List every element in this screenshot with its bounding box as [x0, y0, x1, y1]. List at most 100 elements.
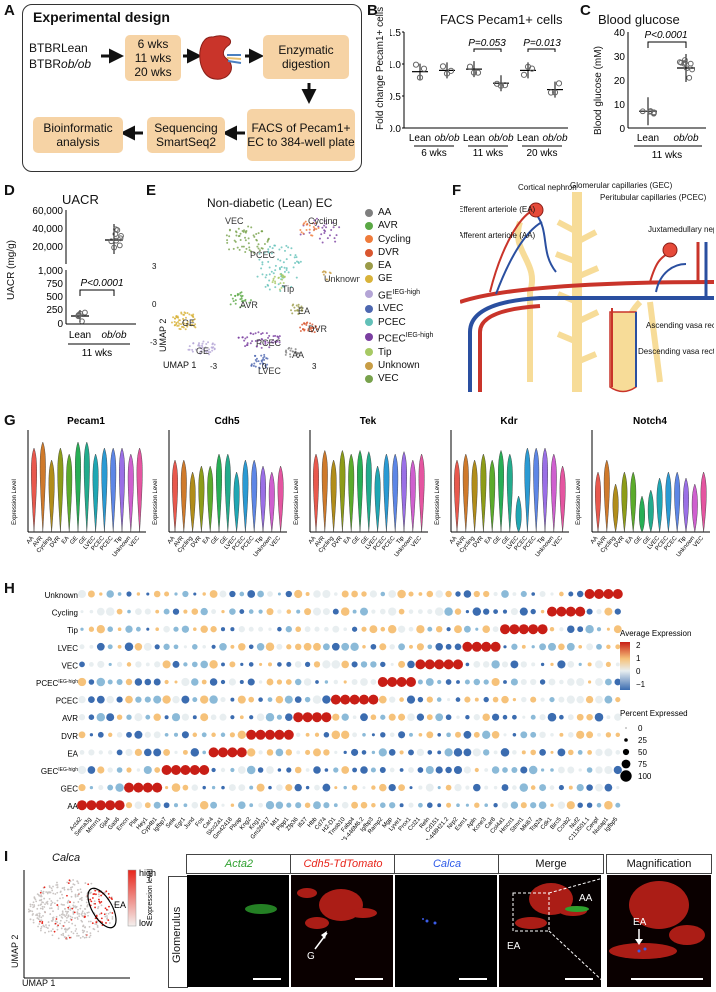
h-dot: [341, 660, 349, 669]
h-dot: [475, 627, 479, 631]
h-dot: [125, 695, 133, 704]
e-umap-point: [268, 273, 271, 276]
h-dot: [512, 785, 517, 790]
h-dot: [566, 642, 575, 651]
e-umap-point: [322, 273, 325, 276]
h-dot: [294, 661, 302, 668]
h-dot: [465, 803, 469, 807]
h-dot: [88, 696, 95, 703]
i-umap-point: [65, 919, 68, 922]
i-umap-point: [69, 909, 72, 911]
e-umap-point: [309, 322, 312, 325]
e-umap-point: [333, 237, 336, 240]
i-legend-high: high: [139, 868, 156, 878]
b-point: [501, 82, 509, 89]
e-umap-point: [261, 332, 264, 335]
h-dot: [313, 801, 321, 810]
h-dot: [80, 610, 84, 614]
h-dot: [238, 643, 246, 651]
h-dot: [559, 714, 564, 720]
h-dot: [96, 677, 106, 687]
h-dot: [303, 642, 312, 651]
h-dot: [192, 732, 198, 738]
h-dot: [351, 784, 358, 791]
e-umap-point: [267, 260, 270, 263]
e-umap-point: [309, 328, 312, 331]
i-umap-point: [90, 891, 93, 894]
e-umap-point: [211, 349, 214, 352]
h-dot: [408, 749, 414, 756]
e-umap-point: [175, 323, 178, 326]
h-dot: [380, 608, 386, 615]
e-umap-point: [228, 229, 231, 232]
i-umap-point: [41, 905, 44, 908]
h-dot: [274, 729, 285, 740]
h-dot: [154, 661, 161, 668]
e-umap-point: [232, 300, 235, 303]
h-dot: [303, 678, 312, 686]
i-umap-point: [70, 931, 73, 933]
h-dot: [502, 609, 508, 614]
h-dot: [314, 626, 320, 632]
h-dot: [163, 608, 170, 615]
e-umap-point: [266, 357, 269, 360]
i-umap-point: [76, 880, 79, 883]
h-dot: [350, 642, 359, 652]
h-dot: [445, 766, 452, 774]
g-violin: [550, 453, 557, 533]
d-point: [112, 231, 119, 237]
h-dot: [462, 641, 473, 652]
e-umap-point: [252, 251, 255, 254]
g-ylabel: Expression Level: [153, 479, 159, 525]
h-dot: [387, 677, 398, 687]
e-umap-point: [276, 340, 279, 343]
e-umap-point: [289, 254, 292, 257]
h-dot: [445, 784, 452, 791]
f-label: Afferent arteriole (AA): [460, 231, 536, 240]
h-dot: [604, 800, 613, 810]
d-point: [111, 244, 117, 251]
e-legend-item: Cycling: [365, 233, 450, 246]
h-dot: [606, 644, 611, 650]
e-umap-point: [277, 283, 280, 286]
e-umap-point: [295, 260, 298, 263]
h-dot: [277, 662, 282, 667]
h-dot: [547, 712, 557, 722]
i-umap-point: [104, 915, 107, 918]
g-violin: [339, 449, 346, 533]
h-dot: [78, 714, 86, 721]
i-umap-point: [81, 929, 84, 932]
i-umap-point: [97, 893, 100, 896]
bioinformatic-box: Bioinformatic analysis: [33, 117, 123, 153]
e-umap-point: [264, 341, 267, 344]
h-dot: [265, 712, 275, 722]
e-umap-point: [255, 239, 258, 242]
g-category-label: GE: [219, 535, 229, 545]
e-umap-point: [299, 228, 302, 231]
h-dot: [200, 660, 209, 669]
design-arrows: [101, 35, 317, 141]
h-dot: [126, 714, 132, 720]
e-umap-point: [265, 273, 268, 276]
e-umap-point: [226, 241, 229, 244]
g-violin: [83, 441, 90, 533]
h-legend-pct-dot: [622, 748, 630, 756]
h-dot: [192, 644, 198, 650]
e-umap-point: [292, 350, 295, 353]
h-dot: [416, 625, 425, 634]
e-umap-point: [228, 235, 231, 238]
h-dot: [463, 748, 472, 757]
e-umap-point: [249, 342, 252, 345]
i-umap-point: [99, 901, 101, 904]
g-violin: [559, 465, 566, 533]
i-umap-point: [106, 915, 108, 917]
h-dot: [134, 730, 143, 739]
e-umap-point: [205, 343, 208, 346]
h-dot: [163, 748, 171, 756]
h-dot: [557, 801, 566, 809]
h-dot: [126, 662, 132, 667]
e-umap-point: [175, 315, 178, 318]
h-dot: [576, 695, 584, 704]
i-umap-point: [97, 930, 100, 933]
e-umap-point: [310, 330, 313, 333]
